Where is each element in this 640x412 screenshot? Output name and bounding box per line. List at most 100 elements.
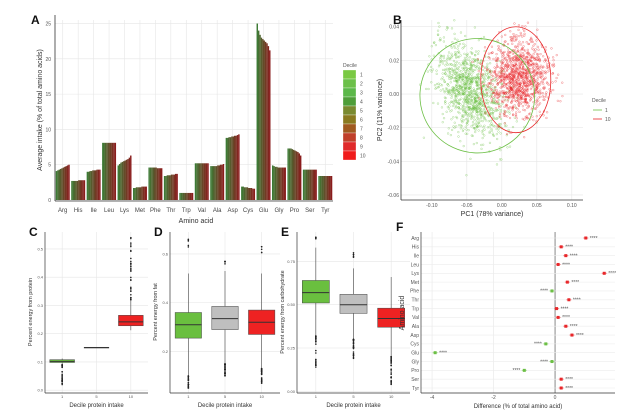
point-decile-10 bbox=[525, 77, 529, 81]
point-decile-1 bbox=[454, 62, 457, 65]
outlier-point bbox=[61, 364, 63, 366]
bar-Gly-decile-8 bbox=[281, 167, 284, 200]
legend-swatch bbox=[342, 105, 357, 116]
bar-Leu-decile-2 bbox=[103, 142, 105, 200]
point-decile-10 bbox=[532, 56, 535, 60]
bar-Arg-decile-4 bbox=[59, 168, 62, 200]
point-decile-1 bbox=[459, 72, 462, 76]
significance-label: **** bbox=[576, 333, 584, 339]
x-tick-label: -0.10 bbox=[426, 203, 438, 209]
point-decile-10 bbox=[547, 65, 550, 68]
point-decile-10 bbox=[543, 60, 546, 63]
point-decile-1 bbox=[455, 53, 458, 56]
point-decile-1 bbox=[465, 67, 468, 70]
point-decile-10 bbox=[511, 60, 514, 63]
point-decile-10 bbox=[489, 78, 493, 82]
point-decile-10 bbox=[496, 100, 499, 103]
point-decile-1 bbox=[442, 56, 445, 60]
point-decile-10 bbox=[521, 64, 525, 68]
y-tick-label: 0.50 bbox=[287, 302, 296, 307]
point-decile-10 bbox=[496, 93, 499, 96]
point-decile-10 bbox=[557, 73, 560, 76]
point-decile-10 bbox=[518, 67, 521, 70]
significance-label: **** bbox=[565, 245, 573, 251]
point-decile-1 bbox=[484, 99, 487, 102]
y-tick-label: Gly bbox=[412, 359, 420, 365]
bar-His-decile-4 bbox=[75, 180, 77, 200]
point-Arg bbox=[584, 236, 588, 240]
point-decile-10 bbox=[518, 79, 521, 83]
point-decile-1 bbox=[454, 104, 457, 108]
significance-label: **** bbox=[561, 306, 569, 312]
point-decile-10 bbox=[497, 104, 501, 107]
point-decile-10 bbox=[561, 81, 564, 84]
bar-Pro-decile-6 bbox=[294, 150, 296, 200]
x-tick-label: Gly bbox=[274, 208, 283, 214]
y-tick-label: Trp bbox=[412, 306, 420, 312]
y-tick-label: Asp bbox=[410, 333, 419, 339]
point-decile-1 bbox=[472, 91, 475, 94]
point-decile-10 bbox=[555, 53, 558, 57]
point-decile-1 bbox=[451, 54, 454, 57]
outlier-point bbox=[130, 262, 132, 265]
point-decile-10 bbox=[512, 113, 515, 117]
bar-Tyr-decile-6 bbox=[325, 176, 327, 200]
y-tick-label: 0.2 bbox=[37, 331, 43, 336]
point-decile-1 bbox=[453, 37, 457, 40]
point-decile-10 bbox=[539, 88, 542, 91]
point-decile-1 bbox=[457, 130, 460, 134]
point-decile-1 bbox=[453, 32, 456, 36]
y-tick-label: 0.6 bbox=[162, 251, 168, 256]
point-decile-1 bbox=[501, 102, 504, 105]
bar-Cys-decile-4 bbox=[245, 187, 247, 200]
point-decile-10 bbox=[519, 82, 522, 85]
legend-swatch bbox=[342, 141, 357, 152]
point-decile-1 bbox=[465, 79, 468, 82]
point-decile-1 bbox=[471, 94, 475, 97]
point-decile-1 bbox=[462, 119, 465, 122]
point-decile-10 bbox=[505, 84, 508, 87]
bar-Ser-decile-3 bbox=[305, 169, 308, 200]
point-decile-1 bbox=[477, 60, 480, 63]
point-decile-10 bbox=[488, 69, 492, 72]
point-decile-1 bbox=[487, 119, 490, 123]
point-decile-1 bbox=[487, 95, 490, 98]
point-decile-10 bbox=[498, 49, 501, 52]
point-decile-10 bbox=[507, 96, 510, 99]
bar-Cys-decile-10 bbox=[253, 188, 256, 200]
y-tick-label: Phe bbox=[410, 289, 419, 295]
y-axis-title: Percent energy from fat bbox=[153, 283, 159, 341]
outlier-point bbox=[130, 257, 132, 260]
point-decile-1 bbox=[462, 46, 465, 49]
legend-label: 2 bbox=[360, 82, 363, 88]
outlier-point bbox=[315, 360, 317, 363]
bar-Pro-decile-2 bbox=[288, 148, 291, 200]
point-decile-10 bbox=[522, 81, 525, 84]
point-decile-1 bbox=[462, 79, 465, 82]
point-decile-1 bbox=[480, 130, 484, 133]
outlier-point bbox=[260, 378, 263, 381]
point-decile-1 bbox=[459, 127, 463, 130]
point-decile-10 bbox=[535, 87, 538, 90]
point-decile-1 bbox=[484, 111, 487, 114]
point-decile-10 bbox=[517, 44, 520, 47]
point-decile-1 bbox=[477, 65, 480, 68]
bar-Phe-decile-3 bbox=[151, 167, 153, 200]
point-decile-1 bbox=[505, 134, 508, 137]
point-decile-1 bbox=[457, 56, 461, 59]
bar-Ser-decile-10 bbox=[315, 169, 317, 200]
bar-Ile-decile-8 bbox=[96, 169, 98, 200]
point-decile-1 bbox=[492, 134, 496, 137]
point-decile-10 bbox=[521, 105, 525, 108]
point-decile-10 bbox=[526, 83, 529, 86]
point-decile-1 bbox=[464, 132, 467, 135]
x-tick-label: Glu bbox=[259, 208, 268, 214]
legend-swatch bbox=[342, 123, 357, 134]
outlier-point bbox=[130, 245, 132, 248]
point-decile-10 bbox=[536, 45, 540, 49]
outlier-point bbox=[352, 251, 355, 254]
point-His bbox=[559, 245, 563, 249]
bar-Asp-decile-5 bbox=[231, 136, 233, 200]
point-decile-1 bbox=[488, 86, 491, 89]
bar-Met-decile-3 bbox=[135, 187, 138, 200]
